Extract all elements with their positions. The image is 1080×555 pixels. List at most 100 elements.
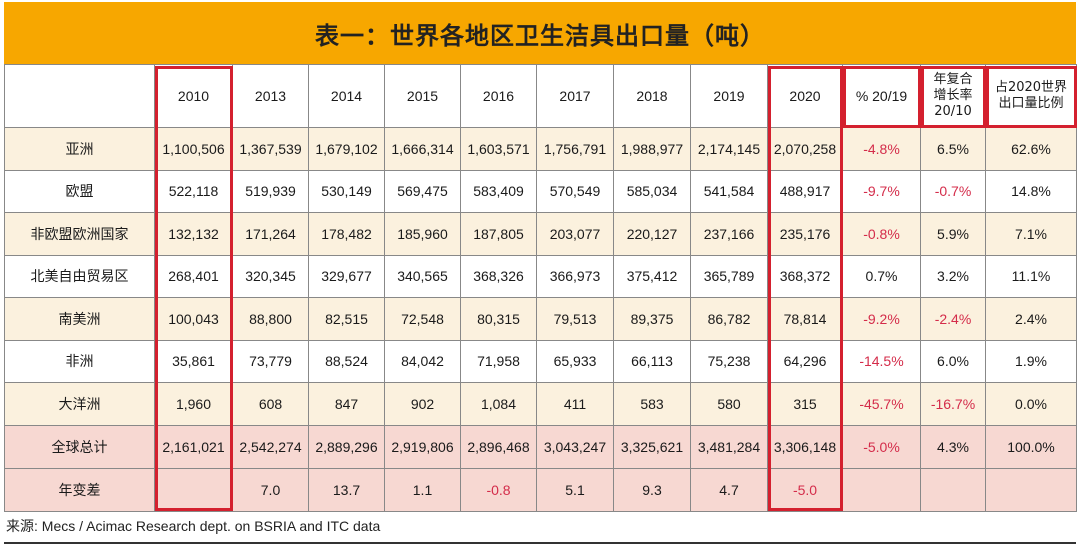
data-cell: 1.9% xyxy=(985,339,1077,383)
data-cell: 2,174,145 xyxy=(690,127,768,171)
table-title: 表一：世界各地区卫生洁具出口量（吨） xyxy=(315,21,765,50)
data-cell: 340,565 xyxy=(384,254,461,298)
table-row: 北美自由贸易区 268,401 320,345 329,677 340,565 368,3… xyxy=(4,254,1077,298)
data-cell: -5.0 xyxy=(767,467,843,512)
data-cell: 541,584 xyxy=(690,169,768,213)
table-row: 亚洲 1,100,506 1,367,539 1,679,102 1,666,314 1,… xyxy=(4,127,1077,171)
data-cell: 79,513 xyxy=(536,297,614,341)
header-corner-cell xyxy=(4,64,155,128)
data-cell: -0.8% xyxy=(842,212,921,256)
data-cell: 7.0 xyxy=(232,467,309,512)
data-cell: 100,043 xyxy=(154,297,233,341)
data-cell: 1,367,539 xyxy=(232,127,309,171)
data-cell: 4.7 xyxy=(690,467,768,512)
data-cell: 185,960 xyxy=(384,212,461,256)
data-cell: 88,800 xyxy=(232,297,309,341)
header-cell: 占2020世界 出口量比例 xyxy=(985,64,1077,128)
data-cell: 64,296 xyxy=(767,339,843,383)
data-cell: 519,939 xyxy=(232,169,309,213)
data-cell: 580 xyxy=(690,382,768,426)
header-cell: 2015 xyxy=(384,64,461,128)
data-cell: -14.5% xyxy=(842,339,921,383)
data-cell: 0.7% xyxy=(842,254,921,298)
data-cell: 320,345 xyxy=(232,254,309,298)
data-cell: -2.4% xyxy=(920,297,986,341)
data-cell: 11.1% xyxy=(985,254,1077,298)
data-cell: 62.6% xyxy=(985,127,1077,171)
header-cell: 2018 xyxy=(613,64,691,128)
header-cell: 2010 xyxy=(154,64,233,128)
data-cell: 847 xyxy=(308,382,385,426)
table-row: 非洲 35,861 73,779 88,524 84,042 71,958 65,933 66… xyxy=(4,339,1077,383)
row-label: 大洋洲 xyxy=(4,382,155,426)
data-cell: -0.7% xyxy=(920,169,986,213)
table-row: 欧盟 522,118 519,939 530,149 569,475 583,409 570… xyxy=(4,169,1077,213)
data-cell: 73,779 xyxy=(232,339,309,383)
data-cell: 368,372 xyxy=(767,254,843,298)
data-cell: 3,325,621 xyxy=(613,424,691,469)
data-cell xyxy=(920,467,986,512)
header-cell: % 20/19 xyxy=(842,64,921,128)
data-cell: 3,481,284 xyxy=(690,424,768,469)
data-cell: 268,401 xyxy=(154,254,233,298)
data-cell: 35,861 xyxy=(154,339,233,383)
data-cell: 411 xyxy=(536,382,614,426)
data-cell: 1,084 xyxy=(460,382,537,426)
header-cell: 2016 xyxy=(460,64,537,128)
data-cell: 1,960 xyxy=(154,382,233,426)
data-cell: 13.7 xyxy=(308,467,385,512)
table-title-bar: 表一：世界各地区卫生洁具出口量（吨） xyxy=(4,2,1076,64)
header-cell: 2019 xyxy=(690,64,768,128)
data-cell: 368,326 xyxy=(460,254,537,298)
table-row: 大洋洲 1,960 608 847 902 1,084 411 583 580 315 -45.7%… xyxy=(4,382,1077,426)
data-cell xyxy=(985,467,1077,512)
table-row: 南美洲 100,043 88,800 82,515 72,548 80,315 79,513… xyxy=(4,297,1077,341)
data-cell: 5.9% xyxy=(920,212,986,256)
data-cell: 608 xyxy=(232,382,309,426)
data-cell: 902 xyxy=(384,382,461,426)
data-cell: 522,118 xyxy=(154,169,233,213)
data-cell: 187,805 xyxy=(460,212,537,256)
data-cell: 4.3% xyxy=(920,424,986,469)
data-cell: -0.8 xyxy=(460,467,537,512)
row-label: 欧盟 xyxy=(4,169,155,213)
data-cell: 86,782 xyxy=(690,297,768,341)
bottom-rule xyxy=(4,542,1076,544)
data-cell: 1,679,102 xyxy=(308,127,385,171)
data-cell: 583,409 xyxy=(460,169,537,213)
data-cell: 366,973 xyxy=(536,254,614,298)
data-cell: 237,166 xyxy=(690,212,768,256)
data-cell: 585,034 xyxy=(613,169,691,213)
row-label: 全球总计 xyxy=(4,424,155,469)
data-cell: 315 xyxy=(767,382,843,426)
data-cell: 375,412 xyxy=(613,254,691,298)
data-cell: 2,070,258 xyxy=(767,127,843,171)
header-cell: 2013 xyxy=(232,64,309,128)
data-cell: 3,043,247 xyxy=(536,424,614,469)
data-cell: 65,933 xyxy=(536,339,614,383)
data-cell: 220,127 xyxy=(613,212,691,256)
data-cell: 6.5% xyxy=(920,127,986,171)
source-note: 来源: Mecs / Acimac Research dept. on BSRI… xyxy=(6,518,381,534)
data-cell: 2,919,806 xyxy=(384,424,461,469)
data-cell: 1,603,571 xyxy=(460,127,537,171)
data-cell: 2,896,468 xyxy=(460,424,537,469)
header-row: 2010 2013 2014 2015 2016 2017 2018 2019 2020% 20… xyxy=(4,64,1077,128)
table-row: 年变差 7.0 13.7 1.1 -0.8 5.1 9.3 4.7 -5.0 xyxy=(4,467,1077,512)
table-row: 非欧盟欧洲国家 132,132 171,264 178,482 185,960 187,8… xyxy=(4,212,1077,256)
data-cell xyxy=(842,467,921,512)
data-cell: 82,515 xyxy=(308,297,385,341)
data-cell: 9.3 xyxy=(613,467,691,512)
data-cell: 7.1% xyxy=(985,212,1077,256)
data-cell: 583 xyxy=(613,382,691,426)
data-cell: 1,666,314 xyxy=(384,127,461,171)
data-cell: 100.0% xyxy=(985,424,1077,469)
data-cell: -9.2% xyxy=(842,297,921,341)
header-cell: 2020 xyxy=(767,64,843,128)
data-cell: -5.0% xyxy=(842,424,921,469)
data-cell: 235,176 xyxy=(767,212,843,256)
data-cell: 2.4% xyxy=(985,297,1077,341)
data-cell: 570,549 xyxy=(536,169,614,213)
data-cell: 71,958 xyxy=(460,339,537,383)
row-label: 北美自由贸易区 xyxy=(4,254,155,298)
